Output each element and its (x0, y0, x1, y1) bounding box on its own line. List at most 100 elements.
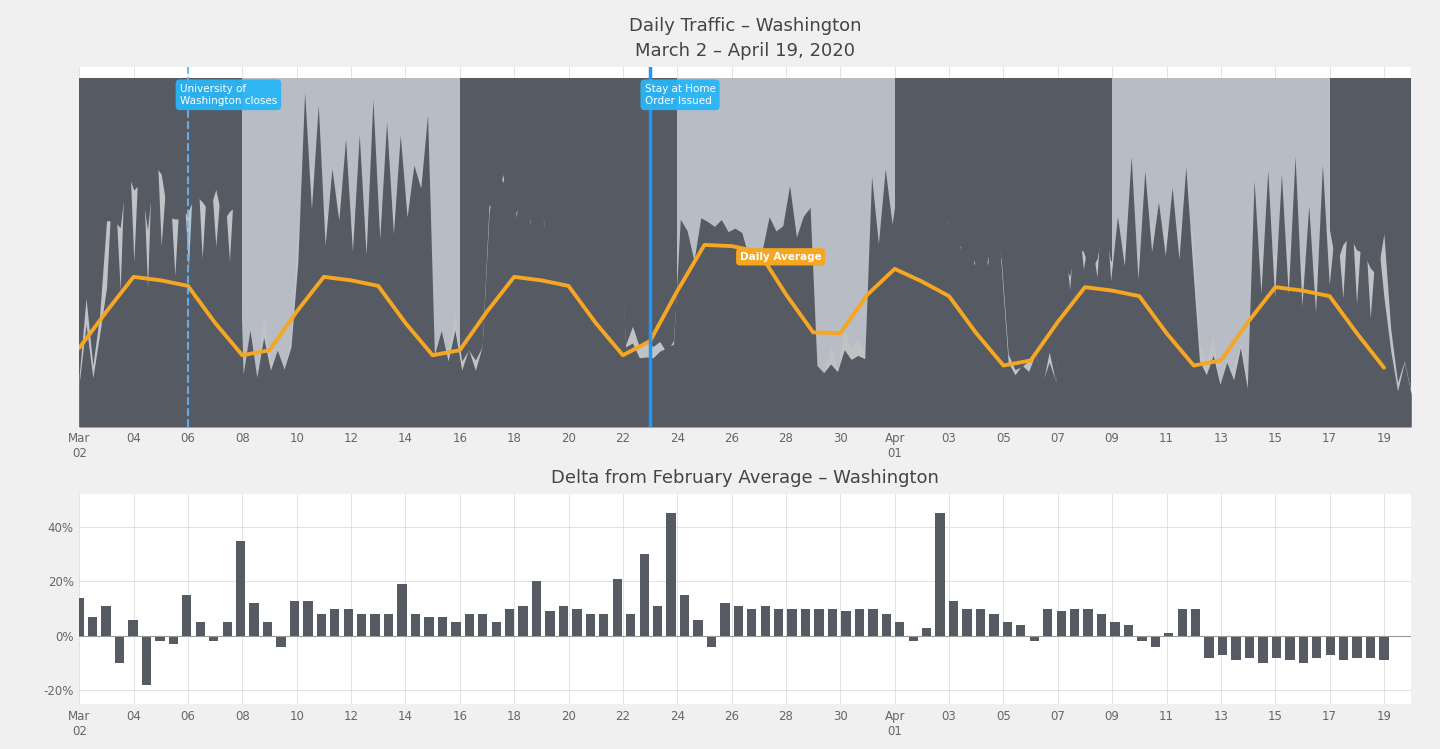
Bar (88, 617, 98, 636)
Bar (788, 609, 796, 636)
Bar (465, 614, 474, 636)
Bar (559, 606, 569, 636)
Bar (344, 609, 353, 636)
Bar (1312, 636, 1322, 658)
Bar (491, 622, 501, 636)
Bar (909, 636, 917, 641)
Bar (677, 78, 894, 427)
Bar (896, 622, 904, 636)
Bar (667, 513, 675, 636)
Bar (868, 609, 877, 636)
Bar (680, 595, 690, 636)
Text: University of
Washington closes: University of Washington closes (180, 84, 276, 106)
Bar (1057, 611, 1066, 636)
Bar (1326, 636, 1335, 655)
Bar (1097, 614, 1106, 636)
Bar (707, 636, 716, 647)
Bar (572, 609, 582, 636)
Bar (276, 636, 285, 647)
Bar (949, 601, 958, 636)
Bar (289, 601, 300, 636)
Bar (720, 603, 730, 636)
Bar (1299, 636, 1308, 663)
Bar (801, 609, 811, 636)
Bar (1138, 636, 1146, 641)
Bar (1030, 636, 1038, 641)
Bar (1367, 636, 1375, 658)
Bar (1110, 622, 1120, 636)
Bar (976, 609, 985, 636)
Bar (652, 606, 662, 636)
Bar (546, 611, 554, 636)
Bar (196, 622, 204, 636)
Bar (505, 609, 514, 636)
Bar (733, 606, 743, 636)
Title: Delta from February Average – Washington: Delta from February Average – Washington (552, 469, 939, 488)
Bar (75, 598, 84, 636)
Bar (1017, 625, 1025, 636)
Bar (79, 78, 242, 427)
Bar (1329, 78, 1411, 427)
Bar (1112, 78, 1329, 427)
Bar (936, 513, 945, 636)
Bar (264, 622, 272, 636)
Bar (1191, 609, 1201, 636)
Bar (357, 614, 366, 636)
Bar (425, 617, 433, 636)
Bar (586, 614, 595, 636)
Bar (775, 609, 783, 636)
Bar (370, 614, 380, 636)
Bar (1380, 636, 1388, 661)
Bar (1123, 625, 1133, 636)
Bar (1218, 636, 1227, 655)
Bar (438, 617, 446, 636)
Bar (156, 636, 164, 641)
Bar (249, 603, 259, 636)
Bar (1164, 633, 1174, 636)
Bar (304, 601, 312, 636)
Bar (242, 78, 459, 427)
Bar (317, 614, 325, 636)
Bar (478, 614, 487, 636)
Bar (128, 619, 138, 636)
Bar (459, 78, 677, 427)
Bar (1151, 636, 1161, 647)
Text: Daily Average: Daily Average (740, 252, 821, 262)
Bar (101, 606, 111, 636)
Bar (747, 609, 756, 636)
Title: Daily Traffic – Washington
March 2 – April 19, 2020: Daily Traffic – Washington March 2 – Apr… (629, 17, 861, 61)
Bar (962, 609, 972, 636)
Bar (841, 611, 851, 636)
Bar (1339, 636, 1348, 661)
Bar (922, 628, 932, 636)
Bar (1259, 636, 1267, 663)
Text: Stay at Home
Order Issued: Stay at Home Order Issued (645, 84, 716, 106)
Bar (236, 541, 245, 636)
Bar (1002, 622, 1012, 636)
Bar (451, 622, 461, 636)
Bar (815, 609, 824, 636)
Bar (639, 554, 649, 636)
Bar (223, 622, 232, 636)
Bar (209, 636, 219, 641)
Bar (1231, 636, 1241, 661)
Bar (141, 636, 151, 685)
Bar (894, 78, 1112, 427)
Bar (1178, 609, 1187, 636)
Bar (1244, 636, 1254, 658)
Bar (397, 584, 406, 636)
Bar (828, 609, 837, 636)
Bar (989, 614, 998, 636)
Bar (518, 606, 528, 636)
Bar (1070, 609, 1080, 636)
Bar (1272, 636, 1282, 658)
Bar (168, 636, 179, 644)
Bar (693, 619, 703, 636)
Bar (410, 614, 420, 636)
Bar (181, 595, 192, 636)
Bar (612, 579, 622, 636)
Bar (115, 636, 124, 663)
Bar (330, 609, 340, 636)
Bar (1352, 636, 1362, 658)
Bar (760, 606, 770, 636)
